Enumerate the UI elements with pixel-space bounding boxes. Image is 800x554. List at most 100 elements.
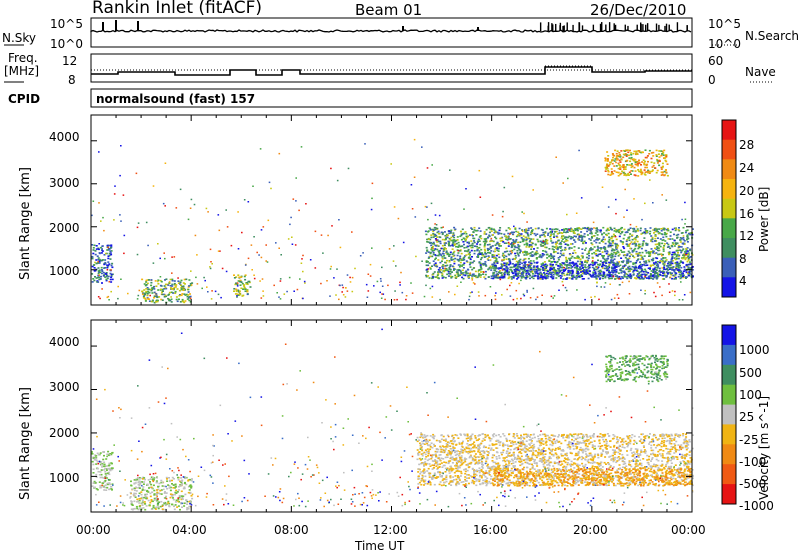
power-cell	[528, 240, 531, 243]
power-cell	[465, 246, 468, 249]
power-cell	[471, 277, 474, 279]
velocity-cell	[97, 470, 100, 473]
power-cell	[525, 278, 528, 280]
power-cell	[448, 267, 451, 269]
power-cell	[593, 273, 596, 276]
power-cell	[580, 263, 583, 266]
power-cell	[670, 258, 673, 261]
velocity-cell	[181, 495, 184, 498]
power-cell	[543, 253, 546, 256]
power-cell	[555, 242, 558, 244]
power-cell	[678, 227, 680, 229]
power-cell	[614, 273, 617, 276]
power-cell	[449, 253, 452, 256]
power-cell	[658, 160, 661, 163]
power-cell	[425, 233, 428, 236]
power-cell	[638, 246, 641, 249]
power-cell	[492, 275, 495, 278]
power-cell	[662, 151, 665, 154]
power-cell	[100, 272, 103, 275]
power-cell	[623, 274, 626, 276]
power-cell	[615, 152, 618, 155]
velocity-cell	[581, 435, 584, 438]
velocity-cell	[499, 467, 502, 470]
power-cell	[542, 233, 545, 236]
power-cell	[543, 275, 546, 277]
power-cell	[518, 260, 521, 262]
velocity-cell	[144, 494, 147, 497]
power-cell	[96, 280, 99, 282]
power-cell	[662, 253, 664, 256]
power-cell	[393, 245, 395, 247]
velocity-cell	[634, 448, 637, 450]
power-cell	[603, 264, 606, 267]
power-cell	[644, 166, 647, 169]
power-cell	[638, 271, 641, 274]
power-cell	[683, 266, 686, 268]
velocity-cell	[666, 448, 669, 450]
power-cell	[677, 269, 680, 271]
power-cell	[589, 248, 592, 250]
power-cell	[584, 227, 586, 229]
power-cell	[243, 199, 246, 201]
power-cell	[446, 259, 448, 262]
power-cell	[436, 265, 439, 268]
power-cell	[596, 231, 599, 233]
velocity-cell	[155, 498, 158, 501]
power-cell	[429, 268, 432, 270]
power-cell	[155, 294, 158, 296]
power-cell	[483, 231, 486, 233]
power-cell	[576, 269, 579, 272]
power-cell	[641, 264, 644, 266]
power-cell	[627, 262, 629, 265]
power-cell	[652, 271, 655, 274]
power-cell	[687, 267, 690, 270]
power-cell	[604, 170, 607, 172]
power-cell	[426, 249, 429, 251]
velocity-cell	[542, 443, 545, 445]
power-cell	[644, 232, 647, 235]
power-cell	[623, 168, 626, 170]
power-cell	[607, 268, 610, 270]
velocity-cell	[104, 467, 107, 470]
power-cell	[339, 246, 342, 249]
velocity-cell	[104, 471, 107, 473]
power-cell	[182, 285, 185, 287]
power-cell	[449, 232, 452, 234]
power-cell	[529, 274, 531, 277]
power-cell	[182, 286, 185, 289]
velocity-cell	[633, 439, 636, 442]
velocity-cell	[129, 491, 132, 494]
velocity-cell	[609, 465, 612, 467]
power-cell	[400, 271, 402, 274]
power-cell	[599, 263, 602, 265]
power-cell	[538, 256, 541, 258]
power-cell	[503, 259, 505, 261]
power-cell	[628, 229, 631, 231]
velocity-cell	[168, 487, 171, 489]
velocity-cell	[142, 483, 145, 485]
power-cell	[185, 293, 188, 296]
power-cell	[235, 282, 238, 284]
power-cell	[685, 276, 688, 278]
velocity-cell	[644, 466, 646, 468]
velocity-cell	[91, 453, 94, 455]
velocity-cell	[166, 478, 168, 480]
power-cell	[581, 264, 584, 266]
velocity-cell	[158, 501, 161, 503]
velocity-cell	[167, 500, 170, 503]
power-cell	[465, 260, 468, 262]
power-cell	[671, 238, 674, 240]
power-cell	[527, 267, 530, 269]
power-cell	[492, 267, 495, 269]
power-cell	[432, 260, 435, 262]
vel-cb-tick-1000: 1000	[739, 343, 770, 357]
power-cell	[145, 288, 148, 290]
velocity-cell	[608, 467, 611, 470]
power-cell	[478, 273, 481, 275]
power-cell	[628, 257, 631, 260]
velocity-cell	[108, 462, 111, 465]
power-cell	[123, 252, 125, 255]
power-cell	[561, 229, 564, 231]
velocity-cell	[139, 481, 142, 484]
